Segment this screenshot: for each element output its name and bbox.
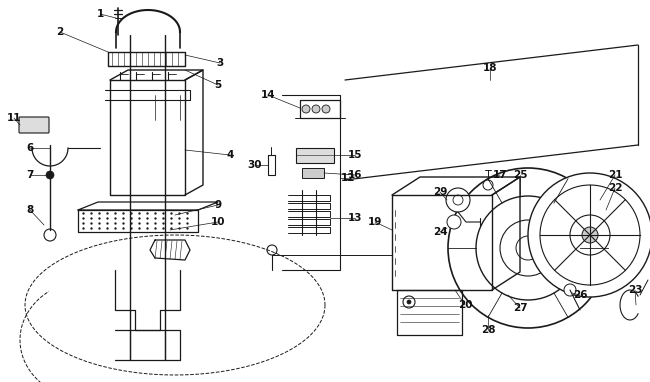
Text: 13: 13 — [348, 213, 362, 223]
Text: 8: 8 — [27, 205, 34, 215]
Text: 28: 28 — [481, 325, 495, 335]
Circle shape — [500, 220, 556, 276]
Text: 27: 27 — [513, 303, 527, 313]
Circle shape — [448, 168, 608, 328]
Circle shape — [403, 296, 415, 308]
Text: 15: 15 — [348, 150, 362, 160]
Text: 25: 25 — [513, 170, 527, 180]
Circle shape — [407, 300, 411, 304]
Circle shape — [446, 188, 470, 212]
Text: 1: 1 — [96, 9, 103, 19]
Circle shape — [528, 173, 650, 297]
Circle shape — [312, 105, 320, 113]
Text: 9: 9 — [214, 200, 222, 210]
Circle shape — [476, 196, 580, 300]
Text: 18: 18 — [483, 63, 497, 73]
Circle shape — [322, 105, 330, 113]
Text: 7: 7 — [26, 170, 34, 180]
Circle shape — [46, 171, 54, 179]
Text: 23: 23 — [628, 285, 642, 295]
Text: 3: 3 — [216, 58, 224, 68]
FancyBboxPatch shape — [296, 148, 334, 163]
Text: 4: 4 — [226, 150, 234, 160]
Text: 22: 22 — [608, 183, 622, 193]
Text: 2: 2 — [57, 27, 64, 37]
Circle shape — [582, 227, 598, 243]
Circle shape — [267, 245, 277, 255]
Text: 5: 5 — [214, 80, 222, 90]
Text: 14: 14 — [261, 90, 276, 100]
Text: 29: 29 — [433, 187, 447, 197]
Text: 11: 11 — [6, 113, 21, 123]
Circle shape — [516, 236, 540, 260]
Text: 19: 19 — [368, 217, 382, 227]
Text: 16: 16 — [348, 170, 362, 180]
Text: 26: 26 — [573, 290, 587, 300]
FancyBboxPatch shape — [19, 117, 49, 133]
Circle shape — [564, 284, 576, 296]
Text: 10: 10 — [211, 217, 226, 227]
Circle shape — [44, 229, 56, 241]
Text: 21: 21 — [608, 170, 622, 180]
Text: 30: 30 — [248, 160, 262, 170]
Circle shape — [447, 215, 461, 229]
Circle shape — [540, 185, 640, 285]
Text: 24: 24 — [433, 227, 447, 237]
Circle shape — [453, 195, 463, 205]
Text: 20: 20 — [458, 300, 473, 310]
Circle shape — [483, 180, 493, 190]
Text: 12: 12 — [341, 173, 356, 183]
Circle shape — [302, 105, 310, 113]
FancyBboxPatch shape — [302, 168, 324, 178]
Text: 6: 6 — [27, 143, 34, 153]
Circle shape — [570, 215, 610, 255]
Text: 17: 17 — [493, 170, 507, 180]
